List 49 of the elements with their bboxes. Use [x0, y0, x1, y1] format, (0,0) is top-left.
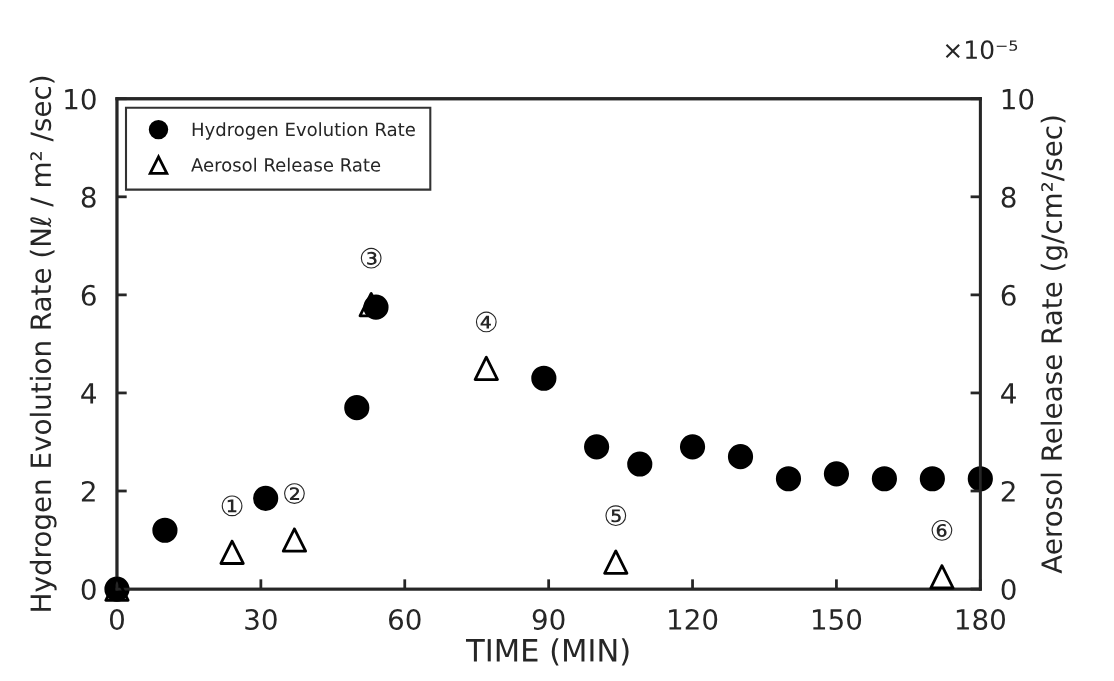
annotation: ⑥: [931, 519, 953, 541]
point: [584, 434, 610, 460]
x-tick-label: 0: [109, 609, 124, 631]
legend-label: Hydrogen Evolution Rate: [192, 122, 415, 140]
point: [358, 292, 384, 318]
x-tick-label: 30: [245, 609, 277, 631]
text: ×10⁻⁵: [945, 40, 1018, 60]
point: [929, 564, 955, 590]
y2-tick-label: 4: [1001, 383, 1016, 404]
point: [281, 527, 308, 553]
x-tick-label: 60: [389, 609, 421, 631]
x-axis-title: TIME (MIN): [465, 638, 629, 666]
x-tick-label: 150: [812, 609, 862, 631]
point: [919, 466, 945, 492]
x-tick-label: 180: [956, 609, 1005, 631]
y-tick-label: 4: [81, 383, 96, 404]
y-axis-title: Hydrogen Evolution Rate (Nℓ / m² /sec): [29, 76, 57, 611]
point: [823, 461, 850, 487]
point: [775, 466, 802, 492]
y-tick-label: 10: [65, 88, 96, 110]
point: [473, 355, 499, 382]
legend-label: Aerosol Release Rate: [191, 157, 381, 172]
y-tick-label: 0: [81, 579, 96, 601]
y2-tick-label: 10: [1002, 88, 1034, 110]
point: [531, 365, 557, 391]
point: [727, 444, 754, 470]
point: [253, 485, 279, 511]
annotation: ④: [475, 311, 497, 333]
y2-tick-label: 0: [1001, 579, 1016, 601]
point: [219, 539, 245, 565]
annotation: ②: [284, 483, 305, 504]
y2-axis-title: Aerosol Release Rate (g/cm²/sec): [1040, 116, 1068, 574]
point: [627, 451, 653, 477]
y-tick-label: 8: [81, 186, 96, 208]
y-tick-label: 6: [81, 284, 96, 306]
y2-tick-label: 8: [1001, 186, 1016, 208]
annotation: ⑤: [605, 505, 627, 527]
x-tick-label: 90: [532, 609, 565, 631]
y-tick-label: 2: [81, 480, 95, 502]
point: [603, 549, 629, 575]
y2-tick-label: 6: [1001, 284, 1016, 306]
point: [152, 517, 178, 543]
y2-tick-label: 2: [1001, 480, 1015, 502]
annotation: ③: [360, 247, 382, 269]
annotation: ①: [221, 495, 243, 517]
point: [871, 466, 897, 492]
point: [344, 395, 370, 421]
x-tick-label: 120: [669, 609, 718, 631]
point: [679, 434, 706, 460]
